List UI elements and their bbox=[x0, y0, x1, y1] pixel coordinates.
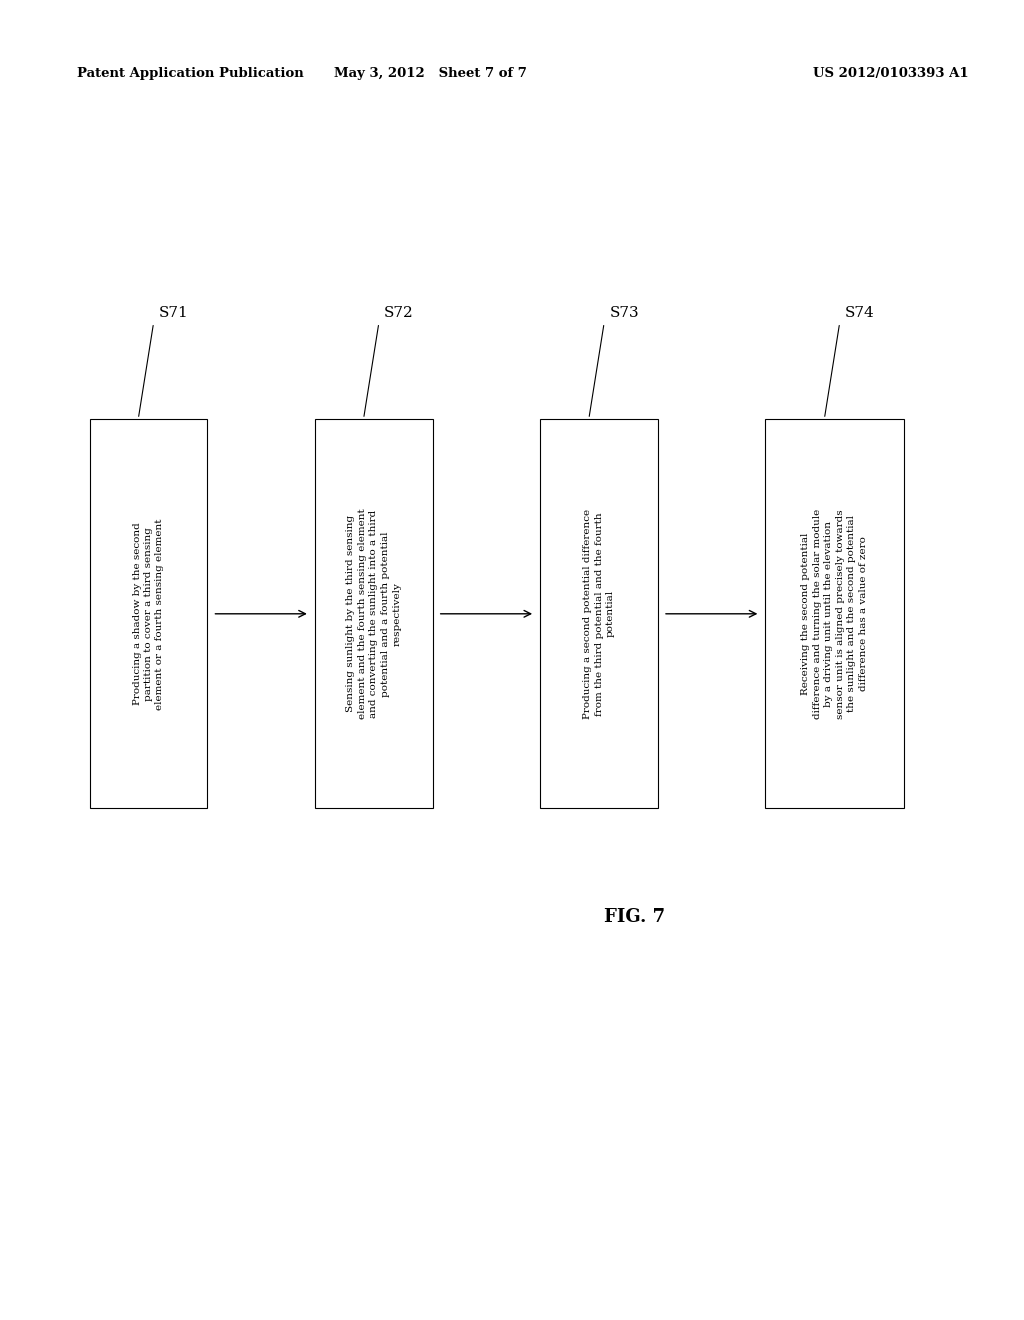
Text: Receiving the second potential
difference and turning the solar module
by a driv: Receiving the second potential differenc… bbox=[802, 508, 867, 719]
Text: US 2012/0103393 A1: US 2012/0103393 A1 bbox=[813, 67, 969, 81]
Text: Patent Application Publication: Patent Application Publication bbox=[77, 67, 303, 81]
Text: S74: S74 bbox=[845, 306, 874, 319]
Text: Producing a second potential difference
from the third potential and the fourth
: Producing a second potential difference … bbox=[583, 508, 615, 719]
Text: S72: S72 bbox=[384, 306, 414, 319]
Bar bbox=[541, 418, 657, 808]
Text: S71: S71 bbox=[159, 306, 188, 319]
Bar bbox=[315, 418, 432, 808]
Text: FIG. 7: FIG. 7 bbox=[604, 908, 666, 927]
Bar bbox=[765, 418, 903, 808]
Text: May 3, 2012   Sheet 7 of 7: May 3, 2012 Sheet 7 of 7 bbox=[334, 67, 526, 81]
Text: Producing a shadow by the second
partition to cover a third sensing
element or a: Producing a shadow by the second partiti… bbox=[132, 517, 165, 710]
Text: Sensing sunlight by the third sensing
element and the fourth sensing element
and: Sensing sunlight by the third sensing el… bbox=[346, 508, 401, 719]
Bar bbox=[90, 418, 207, 808]
Text: S73: S73 bbox=[609, 306, 639, 319]
